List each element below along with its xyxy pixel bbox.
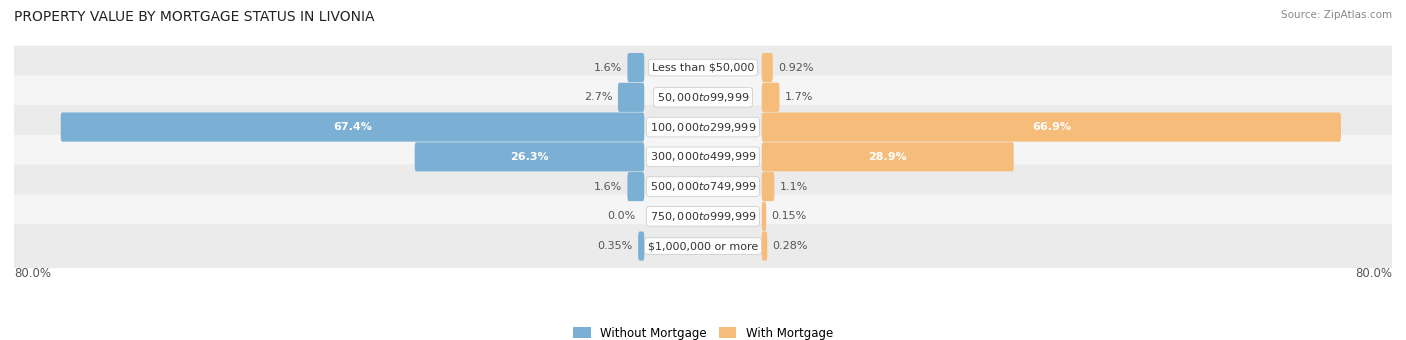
Text: $1,000,000 or more: $1,000,000 or more bbox=[648, 241, 758, 251]
FancyBboxPatch shape bbox=[11, 165, 1395, 208]
FancyBboxPatch shape bbox=[762, 202, 766, 231]
Text: 0.15%: 0.15% bbox=[772, 211, 807, 221]
Text: 28.9%: 28.9% bbox=[869, 152, 907, 162]
FancyBboxPatch shape bbox=[762, 172, 775, 201]
Text: 0.35%: 0.35% bbox=[598, 241, 633, 251]
FancyBboxPatch shape bbox=[627, 172, 644, 201]
Text: 2.7%: 2.7% bbox=[583, 92, 613, 102]
FancyBboxPatch shape bbox=[762, 113, 1341, 142]
Text: 0.92%: 0.92% bbox=[778, 63, 814, 72]
Text: $50,000 to $99,999: $50,000 to $99,999 bbox=[657, 91, 749, 104]
FancyBboxPatch shape bbox=[762, 83, 779, 112]
Text: 1.7%: 1.7% bbox=[785, 92, 813, 102]
FancyBboxPatch shape bbox=[638, 232, 644, 261]
Text: $100,000 to $299,999: $100,000 to $299,999 bbox=[650, 121, 756, 134]
Text: 26.3%: 26.3% bbox=[510, 152, 548, 162]
Text: 1.1%: 1.1% bbox=[780, 182, 808, 191]
Text: PROPERTY VALUE BY MORTGAGE STATUS IN LIVONIA: PROPERTY VALUE BY MORTGAGE STATUS IN LIV… bbox=[14, 10, 374, 24]
Text: 80.0%: 80.0% bbox=[14, 268, 51, 280]
FancyBboxPatch shape bbox=[11, 194, 1395, 238]
Text: Source: ZipAtlas.com: Source: ZipAtlas.com bbox=[1281, 10, 1392, 20]
FancyBboxPatch shape bbox=[762, 232, 768, 261]
Text: $500,000 to $749,999: $500,000 to $749,999 bbox=[650, 180, 756, 193]
FancyBboxPatch shape bbox=[11, 224, 1395, 268]
Text: 0.0%: 0.0% bbox=[607, 211, 636, 221]
Text: 66.9%: 66.9% bbox=[1032, 122, 1071, 132]
FancyBboxPatch shape bbox=[762, 142, 1014, 171]
Legend: Without Mortgage, With Mortgage: Without Mortgage, With Mortgage bbox=[574, 326, 832, 340]
Text: 0.28%: 0.28% bbox=[772, 241, 808, 251]
FancyBboxPatch shape bbox=[415, 142, 644, 171]
Text: Less than $50,000: Less than $50,000 bbox=[652, 63, 754, 72]
Text: 1.6%: 1.6% bbox=[593, 63, 621, 72]
FancyBboxPatch shape bbox=[762, 53, 773, 82]
FancyBboxPatch shape bbox=[11, 105, 1395, 149]
FancyBboxPatch shape bbox=[627, 53, 644, 82]
FancyBboxPatch shape bbox=[617, 83, 644, 112]
Text: 80.0%: 80.0% bbox=[1355, 268, 1392, 280]
Text: 67.4%: 67.4% bbox=[333, 122, 373, 132]
FancyBboxPatch shape bbox=[11, 135, 1395, 179]
Text: 1.6%: 1.6% bbox=[593, 182, 621, 191]
FancyBboxPatch shape bbox=[11, 75, 1395, 119]
Text: $300,000 to $499,999: $300,000 to $499,999 bbox=[650, 150, 756, 163]
FancyBboxPatch shape bbox=[60, 113, 644, 142]
Text: $750,000 to $999,999: $750,000 to $999,999 bbox=[650, 210, 756, 223]
FancyBboxPatch shape bbox=[11, 46, 1395, 90]
